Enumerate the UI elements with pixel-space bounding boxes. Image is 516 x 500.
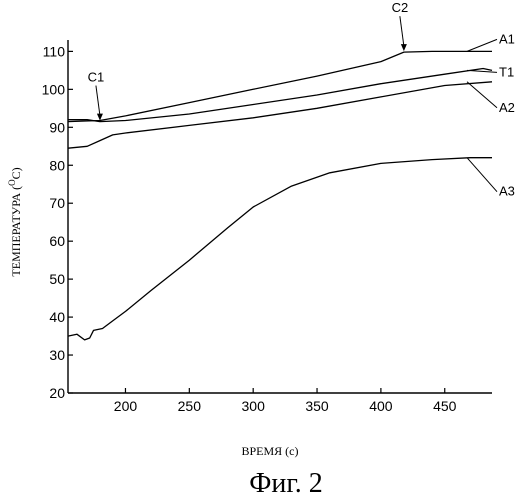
series-leader-a3: [467, 158, 497, 192]
annotation-arrowhead-c2: [401, 44, 407, 51]
series-leader-t1: [467, 70, 497, 72]
axes: 20 30 40 50 60 70 80 90 100 110 200 250 300 350 400 450: [42, 40, 492, 414]
series-label-a1: A1: [499, 31, 515, 46]
y-tick-label: 30: [49, 347, 65, 363]
series-leader-a2: [467, 82, 497, 108]
y-tick-label: 20: [49, 385, 65, 401]
y-tick-label: 110: [43, 43, 66, 59]
y-axis-title-main: ТЕМПЕРАТУРА (: [9, 186, 23, 277]
annotation-arrow-c1: [96, 86, 100, 116]
y-tick-label: 60: [49, 233, 65, 249]
annotation-arrow-c2: [400, 16, 404, 46]
series-line-a3: [68, 158, 492, 340]
series-label-t1: T1: [499, 64, 514, 79]
y-tick-label: 70: [49, 195, 65, 211]
x-tick-label: 450: [433, 398, 457, 414]
x-tick-label: 250: [178, 398, 202, 414]
series-line-a1: [68, 51, 492, 121]
y-tick-label: 90: [49, 119, 65, 135]
series-label-a3: A3: [499, 184, 515, 199]
x-tick-label: 300: [242, 398, 266, 414]
y-axis-title: ТЕМПЕРАТУРА (OC): [7, 167, 23, 276]
x-axis-title: ВРЕМЯ (с): [242, 444, 299, 458]
x-tick-label: 400: [369, 398, 393, 414]
y-tick-label: 40: [49, 309, 65, 325]
series-labels: A1 T1 A2 A3 C1 C2: [88, 0, 515, 199]
x-tick-label: 200: [114, 398, 138, 414]
y-axis-title-end: C): [9, 167, 23, 179]
figure-caption: Фиг. 2: [249, 468, 322, 499]
annotation-label-c2: C2: [392, 0, 409, 15]
series-lines: [68, 51, 492, 340]
x-tick-label: 350: [305, 398, 329, 414]
y-tick-label: 100: [42, 81, 66, 97]
series-label-a2: A2: [499, 100, 515, 115]
y-tick-label: 80: [49, 157, 65, 173]
annotation-label-c1: C1: [88, 70, 105, 85]
series-leader-a1: [467, 39, 497, 51]
y-tick-label: 50: [49, 271, 65, 287]
